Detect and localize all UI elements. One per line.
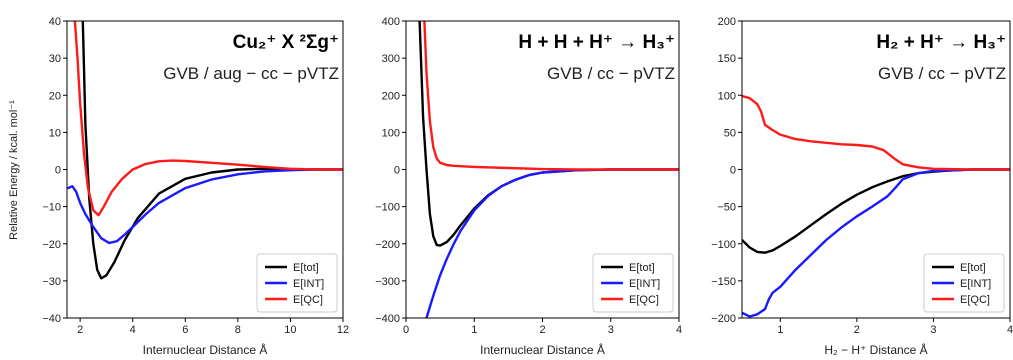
legend-label: E[tot] [629, 262, 655, 274]
series-line-eqc [742, 94, 1010, 171]
series-line-eqc [73, 21, 343, 217]
legend-label: E[INT] [293, 278, 324, 290]
y-tick-label: 200 [718, 16, 736, 28]
panel-1: −40 −30 −20 −10 0 10 20 30 40 2 4 6 8 10 12 Internuclea… [42, 16, 349, 357]
y-tick-label: −200 [711, 313, 736, 325]
y-tick-label: −50 [717, 202, 736, 214]
y-tick-label: 0 [730, 165, 736, 177]
x-tick-label: 1 [471, 324, 477, 336]
legend-box [923, 253, 1005, 313]
x-axis-label: Internuclear Distance Å [143, 342, 268, 357]
y-tick-label: 400 [382, 16, 400, 28]
panel-title: H₂ + H⁺ → H₃⁺ [876, 32, 1006, 53]
series-line-etot [81, 21, 343, 280]
legend: E[tot] E[INT] E[QC] [592, 253, 674, 313]
legend-label: E[QC] [293, 294, 323, 306]
y-tick-label: 0 [394, 165, 400, 177]
legend-box [592, 253, 674, 313]
y-tick-label: 100 [718, 90, 736, 102]
series-line-etot [742, 168, 1010, 254]
y-tick-label: 10 [49, 127, 61, 139]
y-tick-label: −20 [42, 239, 61, 251]
panel-title: H + H + H⁺ → H₃⁺ [518, 32, 675, 53]
panel-subtitle: GVB / aug − cc − pVTZ [163, 64, 339, 83]
panel-subtitle: GVB / cc − pVTZ [878, 64, 1006, 83]
panel-subtitle: GVB / cc − pVTZ [547, 64, 675, 83]
y-tick-label: −40 [42, 313, 61, 325]
x-tick-label: 4 [1007, 324, 1013, 336]
series-group [742, 94, 1010, 318]
series-group [418, 21, 679, 318]
legend-label: E[INT] [629, 278, 660, 290]
legend-label: E[QC] [629, 294, 659, 306]
x-tick-label: 4 [130, 324, 136, 336]
legend-label: E[INT] [960, 278, 991, 290]
legend-box [256, 253, 338, 313]
x-tick-label: 3 [608, 324, 614, 336]
x-axis-label: Internuclear Distance Å [480, 342, 605, 357]
y-tick-label: −100 [711, 239, 736, 251]
y-tick-label: −200 [375, 239, 400, 251]
series-line-eint [742, 168, 1010, 318]
y-tick-label: 20 [49, 90, 61, 102]
y-tick-label: 50 [724, 127, 736, 139]
y-tick-label: 40 [49, 16, 61, 28]
y-tick-label: 30 [49, 53, 61, 65]
series-line-eqc [423, 21, 679, 171]
series-line-eint [67, 168, 343, 245]
panel-title: Cu₂⁺ X ²Σg⁺ [233, 32, 339, 53]
x-tick-label: 1 [777, 324, 783, 336]
x-tick-label: 2 [77, 324, 83, 336]
legend-label: E[QC] [960, 294, 990, 306]
y-tick-label: −150 [711, 276, 736, 288]
panel-3: −200 −150 −100 −50 0 50 100 150 200 1 2 3 4 H₂ − H⁺ D… [711, 16, 1013, 357]
x-tick-label: 8 [235, 324, 241, 336]
y-tick-label: 100 [382, 127, 400, 139]
series-group [67, 21, 343, 280]
x-tick-label: 4 [676, 324, 682, 336]
legend: E[tot] E[INT] E[QC] [923, 253, 1005, 313]
panel-2: −400 −300 −200 −100 0 100 200 300 400 0 1 2 3 4 Intern… [375, 16, 682, 357]
x-tick-label: 3 [930, 324, 936, 336]
x-tick-label: 0 [403, 324, 409, 336]
y-tick-label: 300 [382, 53, 400, 65]
y-tick-label: −400 [375, 313, 400, 325]
legend-label: E[tot] [960, 262, 986, 274]
x-tick-label: 2 [539, 324, 545, 336]
y-tick-label: 200 [382, 90, 400, 102]
y-tick-label: −30 [42, 276, 61, 288]
y-tick-label: 150 [718, 53, 736, 65]
x-tick-label: 6 [182, 324, 188, 336]
x-tick-label: 10 [284, 324, 296, 336]
series-line-etot [418, 21, 679, 247]
x-axis-label: H₂ − H⁺ Distance Å [824, 342, 927, 357]
y-tick-label: 0 [55, 165, 61, 177]
legend: E[tot] E[INT] E[QC] [256, 253, 338, 313]
x-tick-label: 2 [854, 324, 860, 336]
legend-label: E[tot] [293, 262, 319, 274]
y-tick-label: −300 [375, 276, 400, 288]
x-tick-label: 12 [337, 324, 349, 336]
y-axis-label: Relative Energy / kcal. mol⁻¹ [8, 100, 20, 240]
y-tick-label: −10 [42, 202, 61, 214]
y-tick-label: −100 [375, 202, 400, 214]
